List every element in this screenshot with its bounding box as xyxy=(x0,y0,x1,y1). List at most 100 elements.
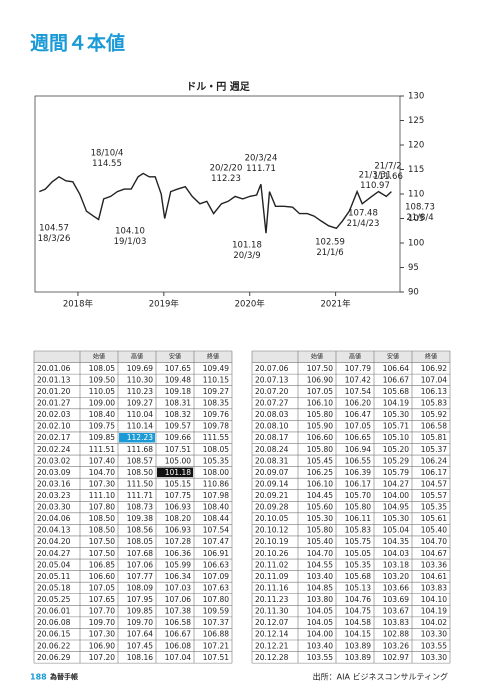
table-value: 104.61 xyxy=(421,572,447,581)
table-date: 20.12.14 xyxy=(255,630,289,639)
table-value: 106.11 xyxy=(345,514,371,523)
table-value: 104.58 xyxy=(345,618,371,627)
table-header: 終値 xyxy=(207,352,219,360)
table-value: 104.19 xyxy=(421,607,447,616)
table-value: 104.75 xyxy=(345,607,371,616)
table-value: 105.70 xyxy=(345,491,371,500)
annotation: 20/2/20 xyxy=(210,164,243,174)
table-value: 105.45 xyxy=(307,456,333,465)
table-value: 109.38 xyxy=(127,514,153,523)
table-date: 20.04.27 xyxy=(37,549,71,558)
table-value: 103.83 xyxy=(421,583,447,592)
table-value: 103.89 xyxy=(345,653,371,662)
table-value: 110.23 xyxy=(127,387,153,396)
table-value: 104.70 xyxy=(421,537,447,546)
price-line xyxy=(39,172,392,234)
table-date: 20.11.09 xyxy=(255,572,289,581)
table-value: 108.09 xyxy=(127,583,153,592)
y-tick-label: 105 xyxy=(408,214,424,224)
y-tick-label: 115 xyxy=(408,165,424,175)
table-value: 103.40 xyxy=(307,641,333,650)
table-value: 105.35 xyxy=(345,560,371,569)
x-tick-label: 2018年 xyxy=(63,299,94,310)
table-value: 105.71 xyxy=(383,422,409,431)
table-value: 105.40 xyxy=(421,526,447,535)
table-value: 107.30 xyxy=(89,479,115,488)
table-value: 105.35 xyxy=(421,503,447,512)
table-date: 20.04.13 xyxy=(37,526,71,535)
table-value: 105.83 xyxy=(345,526,371,535)
table-value: 107.42 xyxy=(345,375,371,384)
table-value: 108.44 xyxy=(203,514,229,523)
table-value: 106.10 xyxy=(307,399,333,408)
table-value: 106.93 xyxy=(165,526,191,535)
table-value: 108.50 xyxy=(89,526,115,535)
table-value: 109.57 xyxy=(165,422,191,431)
table-value: 104.02 xyxy=(421,618,447,627)
table-value: 105.81 xyxy=(421,433,447,442)
table-date: 20.07.27 xyxy=(255,399,289,408)
y-tick-label: 130 xyxy=(408,92,424,102)
table-value: 104.10 xyxy=(421,595,447,604)
table-date: 20.01.27 xyxy=(37,399,71,408)
table-date: 20.09.28 xyxy=(255,503,289,512)
table-value: 103.89 xyxy=(345,641,371,650)
table-value: 103.55 xyxy=(421,641,447,650)
table-value: 107.05 xyxy=(307,387,333,396)
table-value: 106.10 xyxy=(307,479,333,488)
table-value: 109.48 xyxy=(165,375,191,384)
table-value: 106.90 xyxy=(307,375,333,384)
table-value: 104.55 xyxy=(307,560,333,569)
table-value: 103.30 xyxy=(421,653,447,662)
table-value: 106.93 xyxy=(165,503,191,512)
table-date: 20.07.13 xyxy=(255,375,289,384)
annotation: 104.57 xyxy=(39,224,69,234)
table-value: 109.69 xyxy=(127,364,153,373)
table-value: 103.30 xyxy=(421,630,447,639)
table-value: 109.85 xyxy=(127,607,153,616)
annotation: 21/8/4 xyxy=(406,213,433,223)
annotation: 21/7/2 xyxy=(374,162,401,172)
table-value: 107.05 xyxy=(345,422,371,431)
table-value: 105.29 xyxy=(383,456,409,465)
table-value: 108.40 xyxy=(203,503,229,512)
table-date: 20.02.24 xyxy=(37,445,71,454)
table-date: 20.03.16 xyxy=(37,479,71,488)
table-value: 109.27 xyxy=(127,399,153,408)
table-header: 安値 xyxy=(387,352,399,360)
table-header: 始値 xyxy=(93,352,105,360)
table-value: 108.32 xyxy=(165,410,191,419)
table-value: 110.86 xyxy=(203,479,229,488)
table-value: 104.45 xyxy=(307,491,333,500)
x-tick-label: 2019年 xyxy=(149,299,180,310)
table-value: 107.65 xyxy=(89,595,115,604)
table-value: 104.57 xyxy=(421,479,447,488)
table-value: 109.75 xyxy=(89,422,115,431)
table-value: 105.83 xyxy=(421,399,447,408)
table-value: 107.50 xyxy=(89,549,115,558)
table-value: 106.63 xyxy=(203,560,229,569)
table-value: 103.36 xyxy=(421,560,447,569)
table-date: 20.08.24 xyxy=(255,445,289,454)
table-value: 106.25 xyxy=(307,468,333,477)
table-value: 108.73 xyxy=(127,503,153,512)
table-value: 107.09 xyxy=(203,572,229,581)
table-value: 111.10 xyxy=(89,491,115,500)
table-date: 20.12.28 xyxy=(255,653,289,662)
table-value: 106.92 xyxy=(421,364,447,373)
table-date: 20.06.15 xyxy=(37,630,71,639)
table-value: 102.88 xyxy=(383,630,409,639)
table-value: 106.90 xyxy=(89,641,115,650)
table-value: 106.60 xyxy=(307,433,333,442)
table-value: 105.80 xyxy=(307,445,333,454)
table-value: 106.60 xyxy=(89,572,115,581)
table-value: 111.68 xyxy=(127,445,153,454)
table-date: 20.06.01 xyxy=(37,607,71,616)
table-value: 108.16 xyxy=(127,653,153,662)
table-value: 110.05 xyxy=(89,387,115,396)
table-value: 112.23 xyxy=(127,433,153,442)
table-value: 109.70 xyxy=(127,618,153,627)
table-value: 104.85 xyxy=(307,583,333,592)
table-value: 106.47 xyxy=(345,410,371,419)
table-value: 106.08 xyxy=(165,641,191,650)
